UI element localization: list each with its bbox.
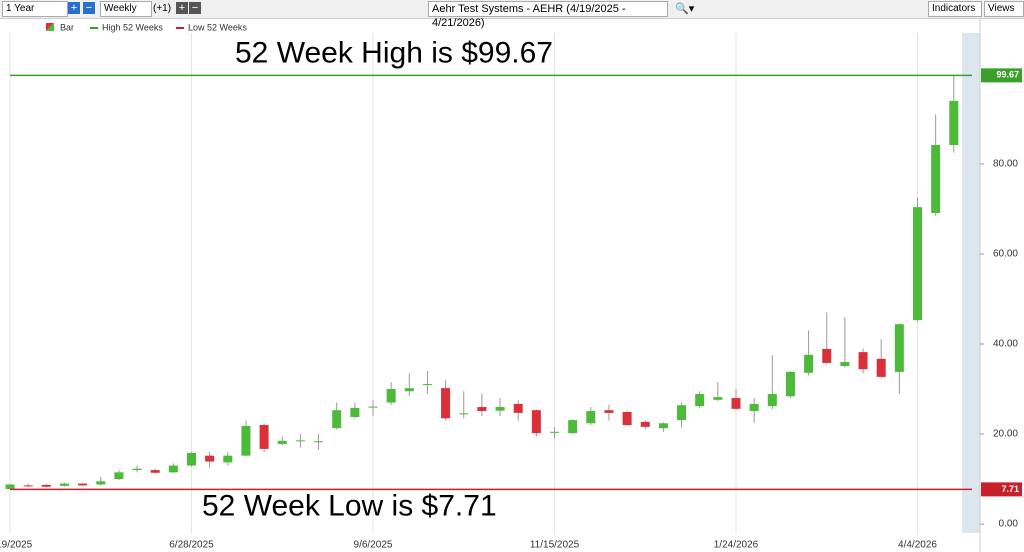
candle-body <box>550 431 559 433</box>
candle-body <box>822 348 832 363</box>
candle-body <box>495 407 505 411</box>
price-tag-label: 99.67 <box>996 70 1019 80</box>
candle-body <box>205 455 215 462</box>
zoom-in[interactable]: + <box>68 2 80 14</box>
x-tick-label: 6/28/2025 <box>169 540 214 551</box>
views-button[interactable]: Views <box>984 1 1024 17</box>
candle-body <box>459 413 469 415</box>
candle-body <box>913 207 922 321</box>
x-tick-label: 9/6/2025 <box>354 540 393 551</box>
offset-minus[interactable]: − <box>189 2 201 14</box>
offset: (+1) <box>153 3 172 14</box>
legend-label: High 52 Weeks <box>102 22 163 32</box>
candle-body <box>314 441 324 443</box>
candle-body <box>840 362 850 367</box>
candle-body <box>695 393 705 407</box>
candle-body <box>223 455 233 463</box>
candle-body <box>749 403 759 412</box>
x-tick-label: 4/19/2025 <box>0 540 33 551</box>
annotation: 52 Week High is $99.67 <box>235 36 553 69</box>
candle-body <box>5 484 15 489</box>
offset-plus[interactable]: + <box>176 2 188 14</box>
candle-body <box>277 440 287 444</box>
candle-body <box>259 425 269 449</box>
price-tag <box>981 482 1022 497</box>
price-tag <box>981 68 1022 83</box>
candle-body <box>150 470 160 473</box>
candle-body <box>513 403 523 413</box>
indicators-button[interactable]: Indicators <box>928 1 982 17</box>
candle-body <box>368 406 378 408</box>
candle-body <box>658 423 668 429</box>
search[interactable]: 🔍▾ <box>675 3 695 15</box>
candle-body <box>931 145 941 213</box>
candle-body <box>295 440 305 442</box>
candle-body <box>858 352 868 370</box>
symbol-title[interactable]: Aehr Test Systems - AEHR (4/19/2025 - 4/… <box>428 1 668 29</box>
x-tick-label: 1/24/2026 <box>714 540 759 551</box>
candle-body <box>386 389 396 403</box>
candle-body <box>568 420 578 434</box>
y-tick-label: 60.00 <box>993 249 1018 260</box>
zoom-out[interactable]: − <box>83 2 95 14</box>
candle-body <box>332 410 342 429</box>
legend-label: Low 52 Weeks <box>188 22 247 32</box>
candle-body <box>241 425 251 456</box>
candle-body <box>531 410 541 434</box>
candle-body <box>404 388 414 392</box>
candle-body <box>804 354 814 373</box>
x-tick-label: 4/4/2026 <box>898 540 937 551</box>
y-tick-label: 40.00 <box>993 339 1018 350</box>
toolbar: 1 Year + − Weekly (+1) + − Aehr Test Sys… <box>0 0 1024 29</box>
period-select[interactable]: 1 Year <box>2 1 68 17</box>
y-tick-label: 0.00 <box>999 519 1019 530</box>
candle-body <box>677 405 687 421</box>
candle-body <box>785 371 795 397</box>
candle-body <box>41 484 51 487</box>
price-tag-label: 7.71 <box>1001 484 1019 494</box>
candle-body <box>422 384 432 386</box>
candle-body <box>114 472 124 480</box>
candle-body <box>350 407 360 417</box>
candle-body <box>187 452 196 466</box>
candle-body <box>477 407 487 412</box>
candle-body <box>168 465 178 473</box>
x-tick-label: 11/15/2025 <box>530 540 580 551</box>
candle-body <box>622 411 632 426</box>
candle-body <box>731 398 741 409</box>
candle-body <box>96 481 106 485</box>
candle-body <box>23 485 33 487</box>
legend-label: Bar <box>60 22 74 32</box>
candle-body <box>767 393 777 407</box>
candle-body <box>876 358 886 377</box>
annotation: 52 Week Low is $7.71 <box>202 489 497 522</box>
candle-body <box>59 483 69 486</box>
candle-body <box>132 468 142 471</box>
current-period-shade <box>962 33 980 533</box>
candle-body <box>586 411 596 424</box>
interval-select[interactable]: Weekly <box>100 1 152 17</box>
candle-body <box>441 388 451 419</box>
y-tick-label: 80.00 <box>993 159 1018 170</box>
candle-body <box>604 410 614 413</box>
y-tick-label: 20.00 <box>993 429 1018 440</box>
candle-body <box>640 421 650 427</box>
candle-body <box>894 324 904 372</box>
chart: 4/19/2025 6/28/2025 9/6/2025 11/15/2025 1/24… <box>0 19 1022 552</box>
legend-icon <box>46 23 54 31</box>
candle-body <box>713 397 723 400</box>
candle-body <box>78 483 88 486</box>
candle-body <box>949 100 959 146</box>
